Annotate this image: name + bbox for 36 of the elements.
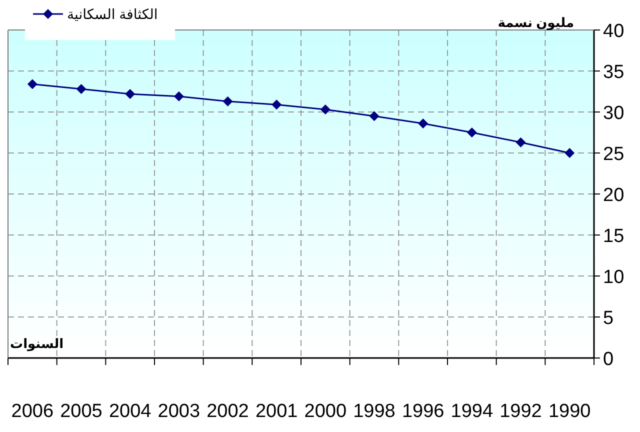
y-tick-label: 35 xyxy=(603,62,624,83)
x-tick-label: 2004 xyxy=(108,401,152,422)
x-tick-label: 2005 xyxy=(60,401,102,422)
point xyxy=(174,91,184,102)
y-tick-label: 40 xyxy=(603,21,624,42)
point xyxy=(27,79,38,90)
x-tick-label: 2006 xyxy=(11,401,54,422)
x-tick-label: 2003 xyxy=(158,401,200,422)
x-tick-label: 1998 xyxy=(353,401,396,422)
y-tick-label: 5 xyxy=(603,308,614,329)
x-tick-label: 1996 xyxy=(402,401,444,422)
y-tick-label: 0 xyxy=(603,349,614,370)
x-tick-label: 2000 xyxy=(304,401,347,422)
point xyxy=(76,84,86,94)
y-tick-label: 25 xyxy=(603,144,624,165)
point xyxy=(466,128,477,138)
y-tick-label: 30 xyxy=(603,103,624,124)
x-axis-title: السنوات xyxy=(10,336,64,352)
point xyxy=(222,96,233,106)
point xyxy=(125,88,136,99)
y-tick-label: 15 xyxy=(603,226,624,247)
legend-label: الكثافة السكانية xyxy=(67,6,158,22)
point xyxy=(418,118,428,128)
point xyxy=(564,148,575,158)
y-tick-label: 10 xyxy=(603,267,624,288)
point xyxy=(272,100,282,110)
x-tick-label: 2001 xyxy=(255,401,298,422)
point xyxy=(369,111,380,122)
y-axis-title: مليون نسمة xyxy=(498,15,574,31)
x-tick-label: 1994 xyxy=(450,401,494,422)
x-tick-label: 2002 xyxy=(206,401,249,422)
x-tick-label: 1990 xyxy=(548,401,591,422)
point xyxy=(320,104,330,115)
y-tick-label: 20 xyxy=(603,185,624,206)
x-tick-label: 1992 xyxy=(500,401,542,422)
point xyxy=(516,137,526,148)
